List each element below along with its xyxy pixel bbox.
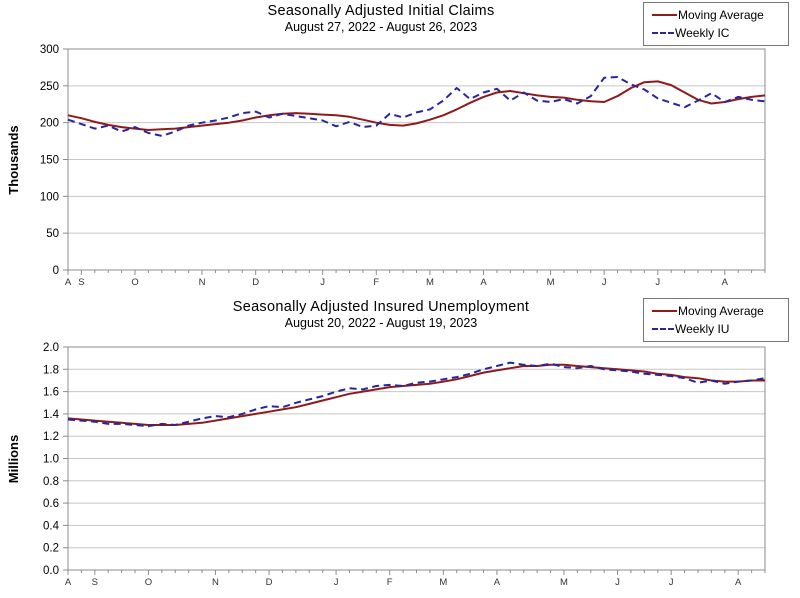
month-label: O: [145, 577, 152, 588]
y-tick-label: 0.8: [43, 476, 59, 488]
month-label: S: [92, 577, 98, 588]
y-tick-label: 0: [53, 265, 59, 277]
month-label: A: [735, 577, 742, 588]
month-label: N: [212, 577, 219, 588]
legend-row-weekly-ic: Weekly IC: [652, 26, 788, 40]
y-tick-label: 250: [40, 81, 59, 93]
y-tick-label: 0.4: [43, 520, 60, 532]
weekly-iu-line-sample: [652, 328, 674, 331]
moving-average-line: [67, 363, 765, 426]
month-label: M: [560, 577, 568, 588]
y-tick-label: 1.4: [43, 409, 60, 421]
y-tick-label: 0.0: [43, 565, 59, 577]
month-label: O: [131, 277, 138, 288]
month-label: J: [602, 277, 607, 288]
month-label: A: [65, 277, 72, 288]
y-tick-label: 0.6: [43, 498, 59, 510]
legend: Moving Average Weekly IC: [643, 2, 789, 46]
month-label: M: [547, 277, 555, 288]
moving-average-line: [67, 80, 766, 131]
insured-unemployment-plot: 0.0 0.2 0.4 0.6 0.8 1.0 1.2 1.4 1.6 1.8 2.0 A S O N D J F…: [43, 342, 766, 588]
legend-row-moving-average: Moving Average: [652, 8, 788, 22]
month-label: A: [722, 277, 729, 288]
legend: Moving Average Weekly IU: [643, 298, 789, 342]
legend-label-moving-average: Moving Average: [678, 303, 764, 318]
month-label: A: [65, 577, 72, 588]
month-label: M: [439, 577, 447, 588]
y-tick-label: 150: [40, 155, 59, 167]
y-tick-label: 2.0: [43, 342, 59, 354]
legend-label-weekly-ic: Weekly IC: [675, 26, 730, 41]
month-label: J: [669, 577, 674, 588]
month-label: J: [320, 277, 325, 288]
month-label: M: [426, 277, 434, 288]
insured-unemployment-chart: Seasonally Adjusted Insured Unemployment…: [0, 296, 800, 598]
y-tick-label: 1.8: [43, 364, 59, 376]
month-label: D: [266, 577, 273, 588]
y-tick-label: 200: [40, 118, 59, 130]
month-label: J: [334, 577, 339, 588]
month-label: D: [252, 277, 259, 288]
month-label: F: [373, 277, 379, 288]
month-label: F: [387, 577, 393, 588]
month-label: N: [199, 277, 206, 288]
initial-claims-chart: Seasonally Adjusted Initial Claims Augus…: [0, 0, 800, 296]
y-tick-label: 50: [46, 228, 59, 240]
moving-average-line-sample: [652, 13, 677, 16]
month-label: A: [480, 277, 487, 288]
y-tick-label: 1.6: [43, 387, 59, 399]
month-label: J: [655, 277, 660, 288]
legend-label-weekly-iu: Weekly IU: [675, 322, 730, 337]
y-tick-label: 300: [40, 44, 59, 56]
weekly-ic-line-sample: [652, 32, 674, 35]
y-tick-label: 1.0: [43, 454, 59, 466]
weekly-iu-line: [67, 361, 766, 428]
y-tick-label: 100: [40, 191, 59, 203]
moving-average-line-sample: [652, 309, 677, 312]
y-tick-label: 0.2: [43, 543, 59, 555]
legend-label-moving-average: Moving Average: [678, 7, 764, 22]
weekly-ic-line: [67, 76, 766, 137]
month-label: J: [615, 577, 620, 588]
y-tick-label: 1.2: [43, 431, 59, 443]
month-label: A: [494, 577, 501, 588]
legend-row-moving-average: Moving Average: [652, 304, 788, 318]
month-label: S: [78, 277, 84, 288]
legend-row-weekly-iu: Weekly IU: [652, 322, 788, 336]
